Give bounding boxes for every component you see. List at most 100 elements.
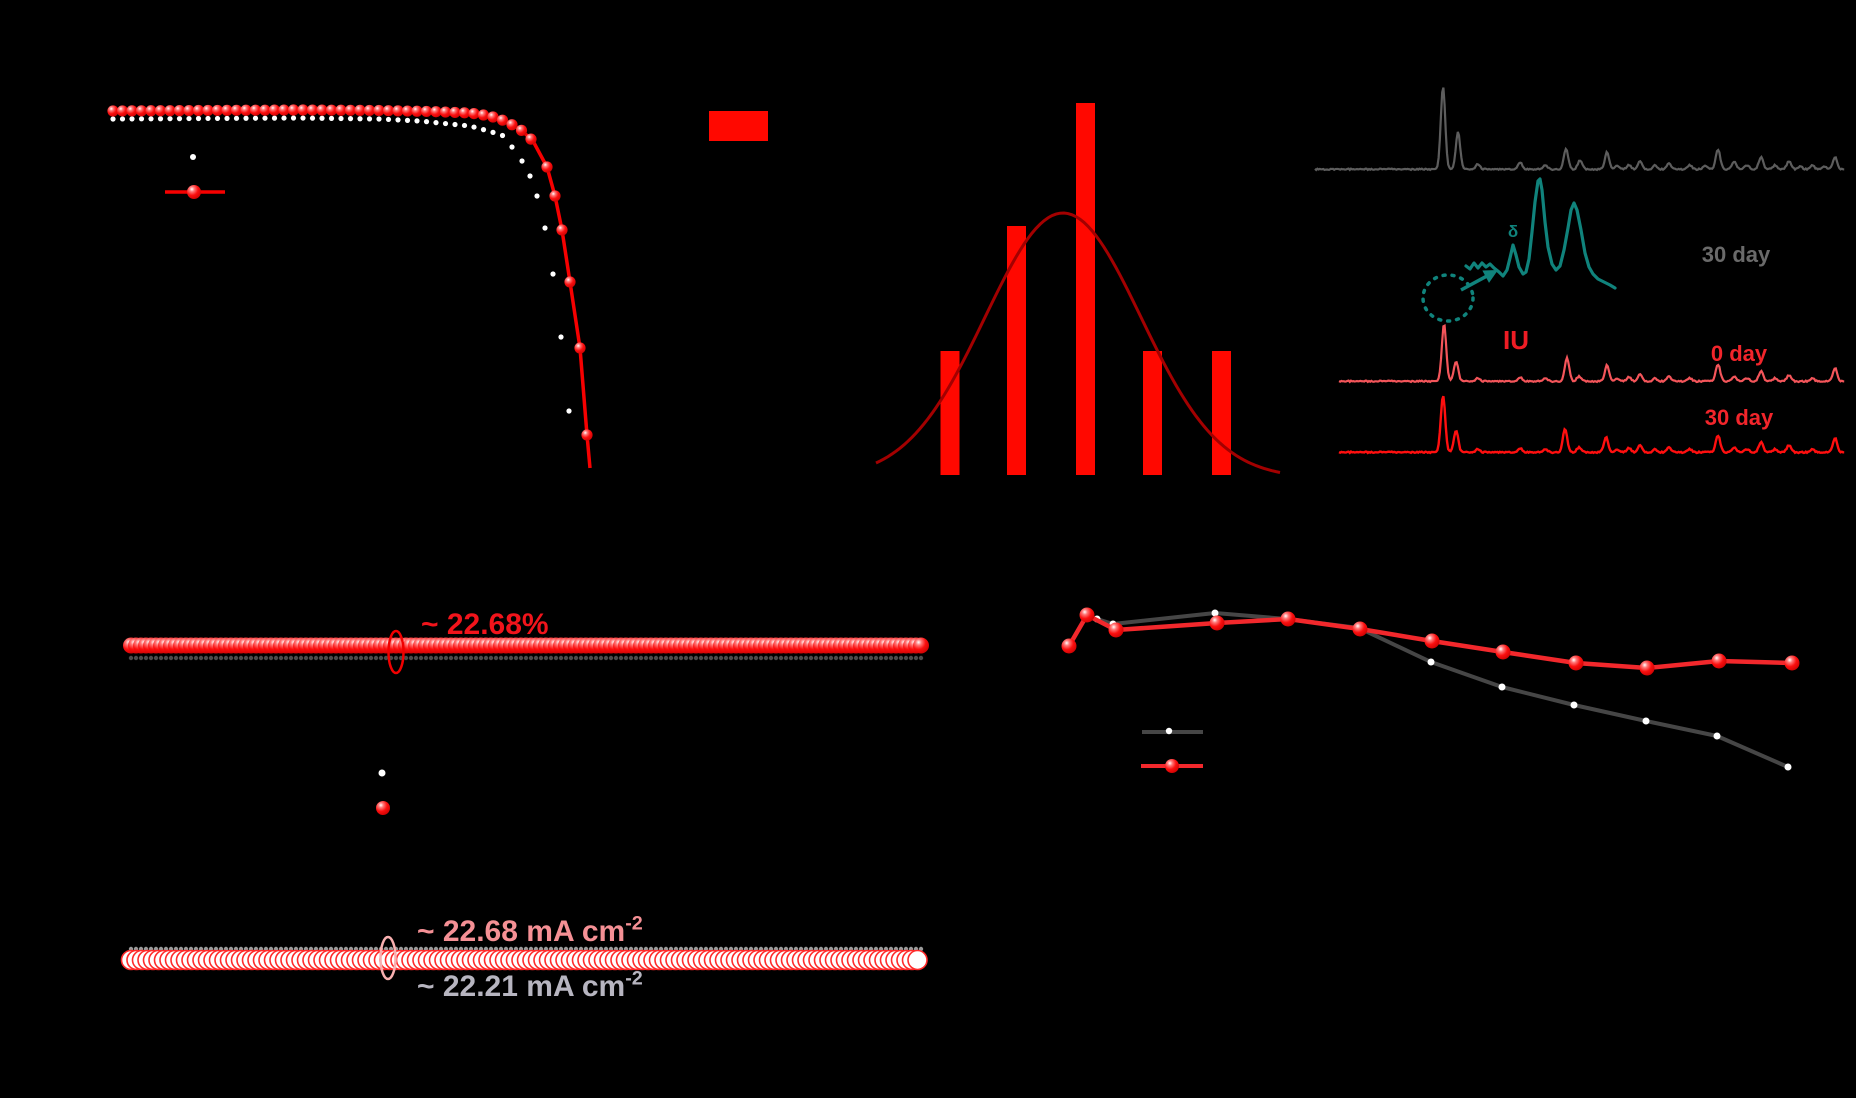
band-under-dot [393, 655, 399, 661]
band-under-dot [403, 655, 409, 661]
label-0day: 0 day [1711, 341, 1768, 366]
jv-white-marker [471, 124, 477, 130]
jv-red-marker [487, 111, 499, 123]
band-under-dot [448, 655, 454, 661]
jv-red-marker [541, 161, 553, 173]
jv-white-marker [566, 408, 572, 414]
inset-arrow-head [1482, 270, 1498, 283]
jv-red-marker [221, 104, 233, 116]
band-under-dot [308, 655, 314, 661]
jv-red-marker [430, 106, 442, 118]
band-under-dot [493, 655, 499, 661]
band-under-dot [458, 655, 464, 661]
stability-marker-red [1108, 622, 1124, 638]
jv-red-marker [373, 104, 385, 117]
jv-white-marker [271, 115, 278, 121]
band-under-dot [178, 655, 184, 661]
band-under-dot [818, 655, 824, 661]
stability-marker-white [1713, 732, 1721, 740]
jv-red-marker [116, 105, 129, 117]
jv-red-marker [392, 105, 404, 117]
band-under-dot [723, 655, 729, 661]
band-under-dot [603, 655, 609, 661]
band-under-dot [883, 655, 889, 661]
legend-white-marker [378, 769, 386, 777]
band-under-dot [738, 655, 744, 661]
jv-red-marker [278, 104, 290, 116]
jv-white-marker [423, 119, 430, 125]
band-under-dot [633, 655, 639, 661]
band-under-dot [313, 655, 319, 661]
jv-white-marker [499, 132, 506, 139]
jv-white-marker [442, 120, 449, 127]
jv-red-marker [354, 104, 366, 116]
band-under-dot [593, 655, 599, 661]
band-under-dot [363, 655, 369, 661]
legend-red-marker [1165, 759, 1179, 773]
jv-white-marker [414, 118, 420, 124]
jv-red-marker [126, 105, 138, 117]
band-under-dot [568, 655, 574, 661]
band-under-dot [908, 655, 914, 661]
band-under-dot [503, 655, 509, 661]
band-under-dot [268, 655, 274, 661]
jv-red-marker [287, 104, 300, 116]
jv-red-marker [297, 104, 309, 116]
jv-white-marker [550, 271, 556, 277]
band-under-dot [248, 655, 254, 661]
band-under-dot [558, 655, 564, 661]
band-under-dot [508, 655, 514, 661]
band-under-dot [903, 655, 909, 661]
jsc-gray-label: ~ 22.21 mA cm-2 [417, 968, 643, 1003]
jv-red-marker [164, 105, 176, 117]
band-under-dot [588, 655, 594, 661]
jv-white-marker [319, 115, 325, 121]
panel-a-jv [107, 104, 593, 469]
stability-marker-red [1061, 638, 1077, 654]
band-under-dot [208, 655, 214, 661]
stability-marker-white [1211, 609, 1219, 617]
band-under-dot [578, 655, 584, 661]
band-under-dot [478, 655, 484, 661]
jv-red-marker [468, 108, 480, 120]
jv-white-marker [262, 115, 268, 121]
jv-white-marker [309, 115, 316, 121]
jv-white-marker [214, 115, 221, 122]
band-under-dot [758, 655, 764, 661]
jv-red-marker [107, 105, 119, 117]
stability-marker-white [1642, 717, 1650, 725]
band-under-dot [668, 655, 674, 661]
band-under-dot [918, 655, 924, 661]
jv-red-marker [581, 429, 593, 441]
band-under-dot [823, 655, 829, 661]
jv-red-marker [249, 104, 262, 116]
band-under-dot [278, 655, 284, 661]
band-under-dot [213, 655, 219, 661]
delta-label: δ [1508, 222, 1518, 241]
band-under-dot [283, 655, 289, 661]
band-under-dot [683, 655, 689, 661]
jv-red-marker [458, 107, 471, 119]
stability-marker-red [1711, 653, 1727, 669]
band-under-dot [708, 655, 714, 661]
band-under-dot [193, 655, 199, 661]
band-under-dot [298, 655, 304, 661]
jv-white-marker [527, 173, 533, 179]
band-under-dot [408, 655, 414, 661]
jsc-red-label: ~ 22.68 mA cm-2 [417, 913, 643, 948]
panel-e-stability [1061, 607, 1800, 773]
jv-white-marker [167, 116, 173, 122]
band-under-dot [808, 655, 814, 661]
jv-white-marker [519, 158, 525, 164]
band-under-dot [243, 655, 249, 661]
jv-red-marker [401, 105, 414, 117]
band-under-dot [148, 655, 154, 661]
band-under-dot [168, 655, 174, 661]
band-under-dot [618, 655, 624, 661]
band-under-dot [383, 655, 389, 661]
band-under-dot [218, 655, 224, 661]
jv-red-marker [549, 190, 561, 202]
